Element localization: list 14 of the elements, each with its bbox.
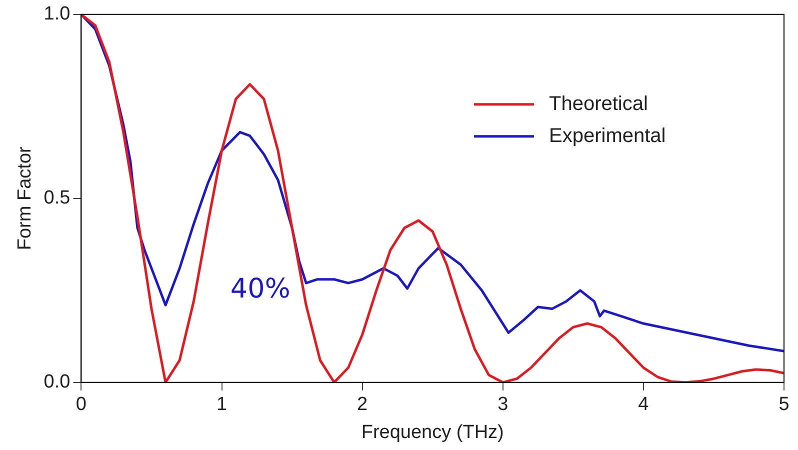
legend-label: Experimental [549, 124, 666, 147]
x-tick-label: 4 [638, 394, 650, 416]
x-tick-label: 2 [357, 394, 368, 416]
y-tick-label: 1.0 [44, 4, 70, 25]
x-axis-title: Frequency (THz) [361, 422, 504, 443]
legend-label: Theoretical [549, 92, 648, 115]
y-tick-label: 0.5 [44, 188, 70, 209]
y-tick-label: 0.0 [44, 372, 70, 393]
x-tick-label: 3 [498, 394, 508, 416]
x-tick-label: 5 [778, 394, 790, 416]
annotation: 40% [230, 273, 290, 304]
x-tick-label: 0 [76, 394, 86, 416]
x-tick-label: 1 [216, 394, 228, 416]
y-axis-title: Form Factor [14, 146, 36, 250]
